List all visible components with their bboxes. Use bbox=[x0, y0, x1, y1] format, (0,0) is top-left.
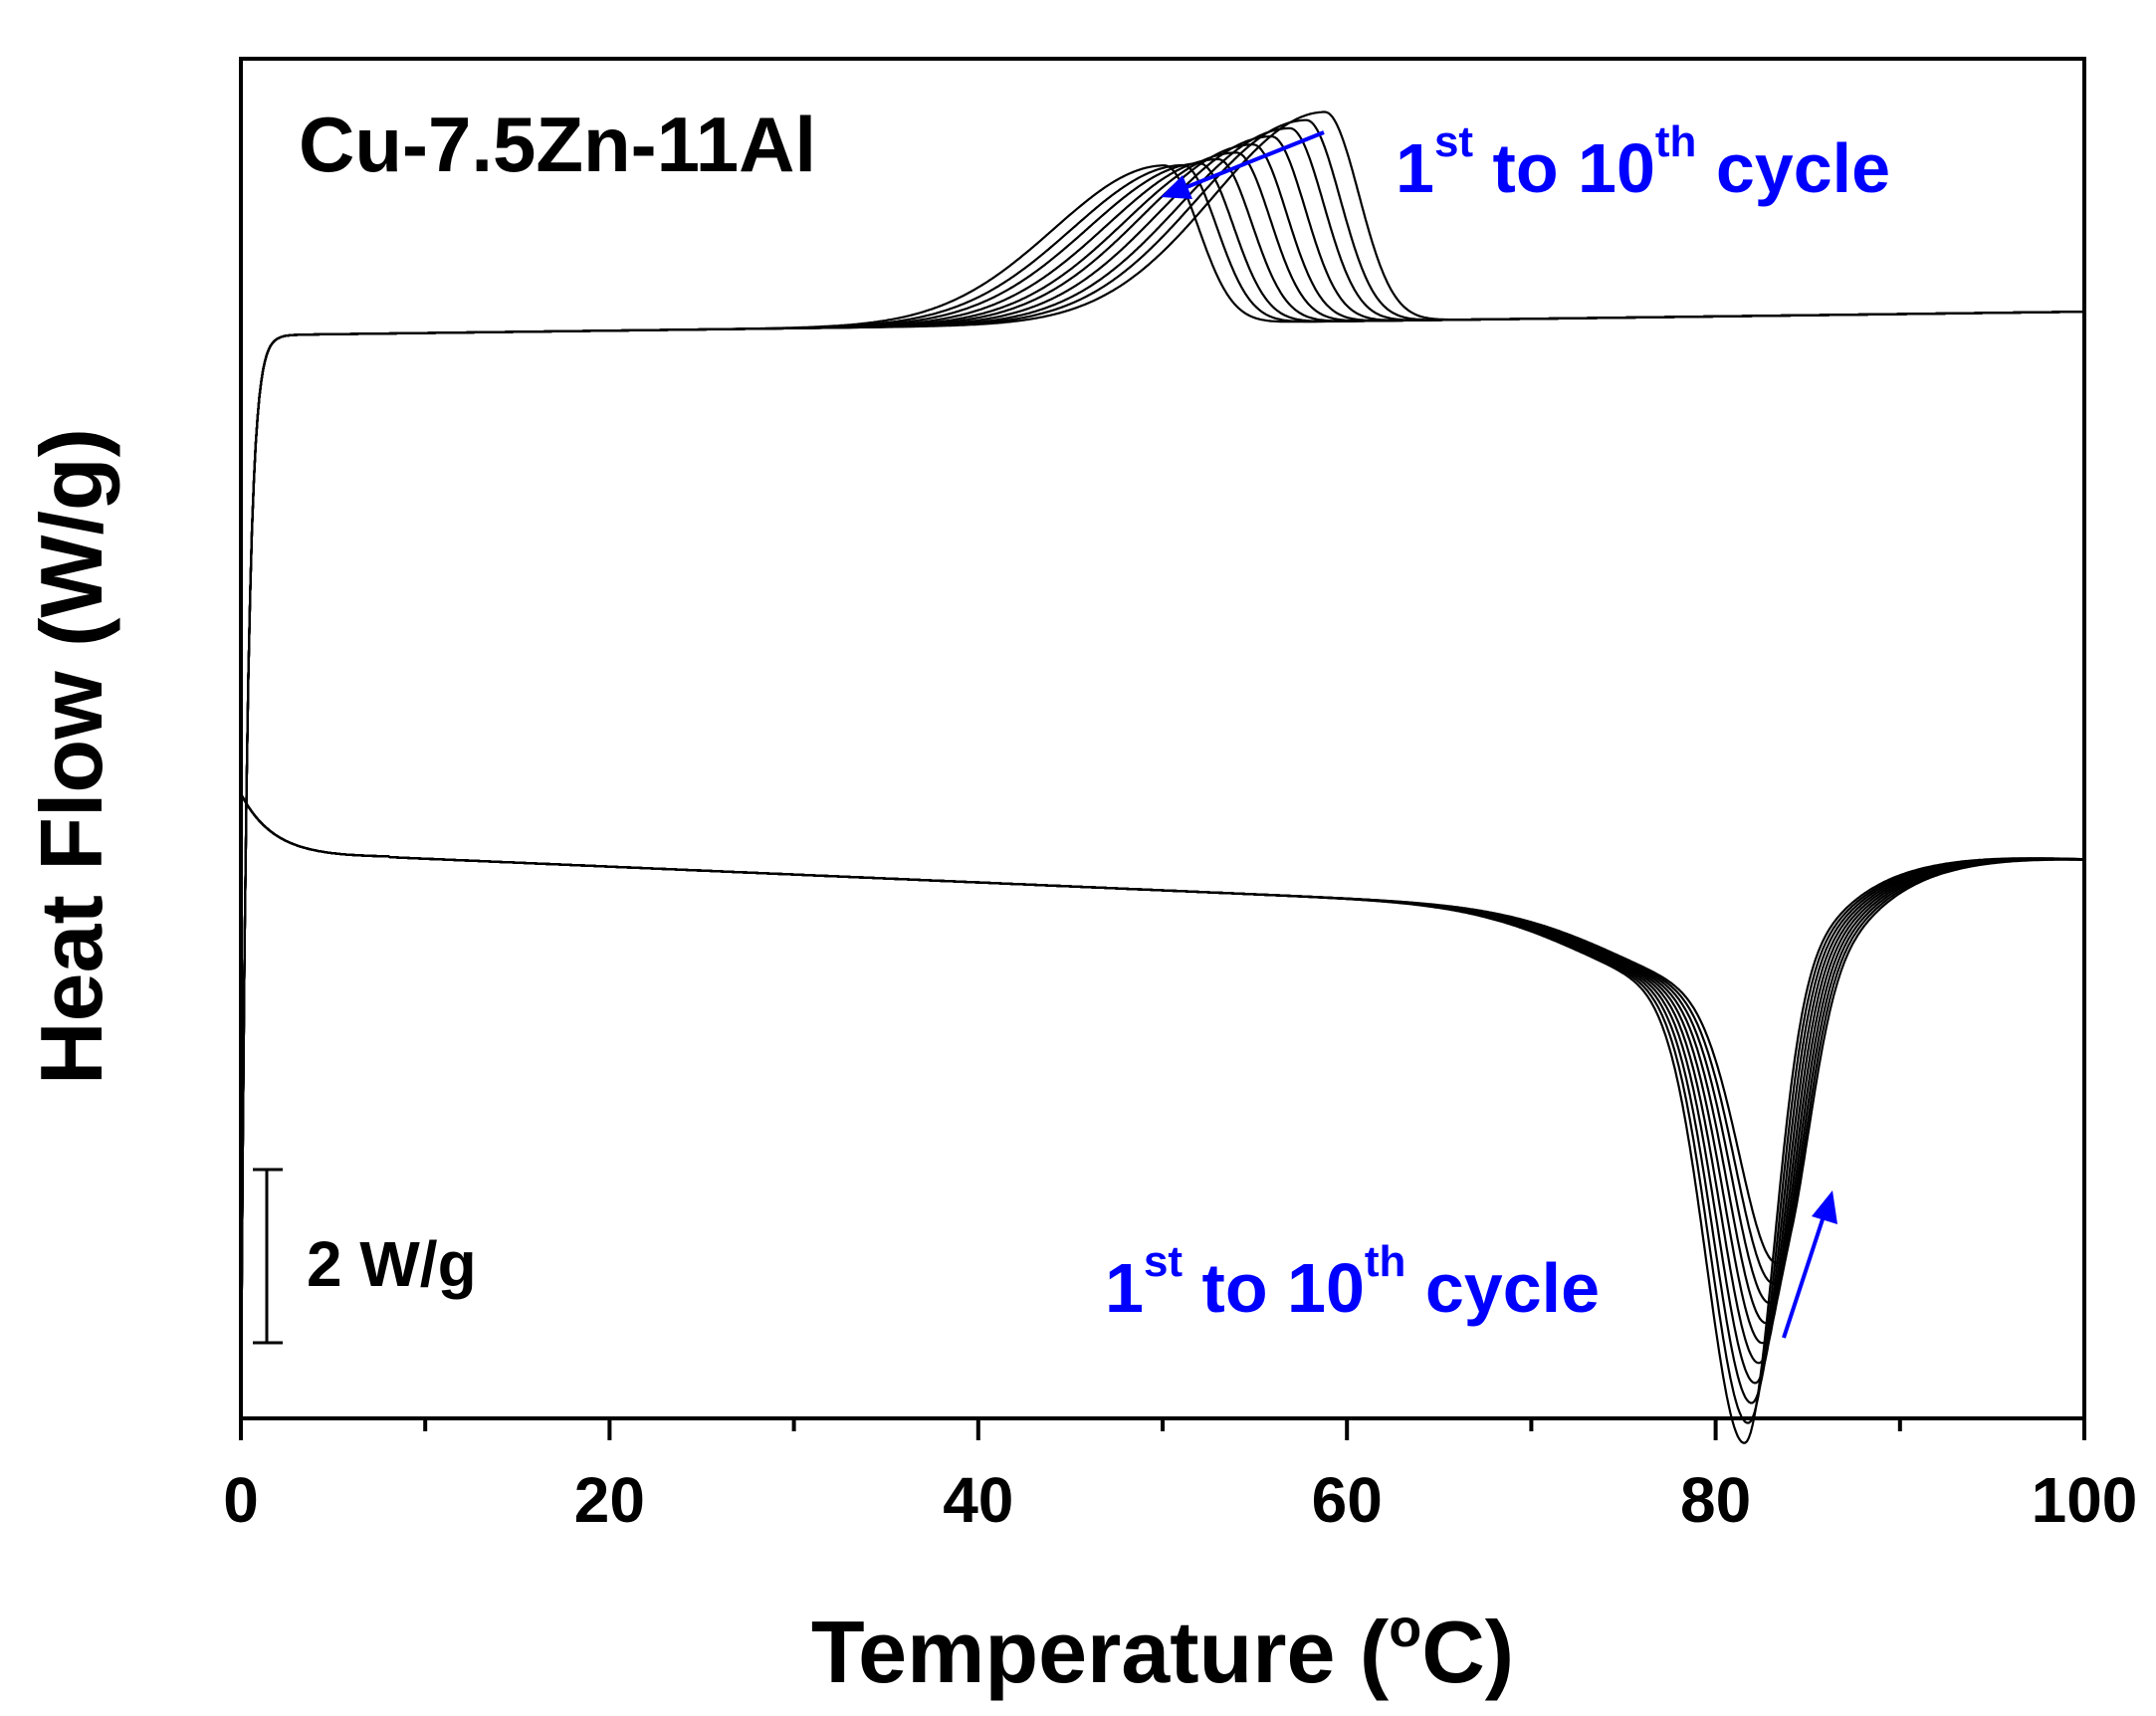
cooling-cycle-label: 1st to 10th cycle bbox=[1396, 117, 1890, 207]
x-tick-labels: 0 20 40 60 80 100 bbox=[223, 1464, 2137, 1536]
scale-bar bbox=[253, 1168, 283, 1345]
cooling-curve-cycle-5 bbox=[239, 143, 2085, 1419]
cooling-curve-cycle-9 bbox=[239, 163, 2085, 1419]
cooling-curve-cycle-6 bbox=[239, 151, 2085, 1419]
cooling-curve-cycle-3 bbox=[239, 126, 2085, 1419]
x-tick-label: 80 bbox=[1680, 1464, 1751, 1536]
cooling-curve-cycle-1 bbox=[239, 110, 2085, 1419]
cooling-label-sup2: th bbox=[1655, 117, 1697, 166]
cooling-curve-cycle-4 bbox=[239, 134, 2085, 1419]
cooling-curve-cycle-8 bbox=[239, 162, 2085, 1419]
cooling-curves bbox=[239, 110, 2085, 1419]
x-tick-label: 20 bbox=[574, 1464, 645, 1536]
heating-label-sup2: th bbox=[1365, 1237, 1406, 1286]
cooling-label-mid: to 10 bbox=[1473, 129, 1655, 207]
cooling-label-tail: cycle bbox=[1696, 129, 1890, 207]
heating-label-mid: to 10 bbox=[1183, 1249, 1365, 1327]
plot-frame bbox=[239, 57, 2086, 1420]
x-tick-label: 100 bbox=[2032, 1464, 2138, 1536]
heating-curve-cycle-3 bbox=[240, 793, 2085, 1404]
scale-bar-label: 2 W/g bbox=[307, 1228, 477, 1300]
chart-title: Cu-7.5Zn-11Al bbox=[299, 101, 816, 188]
x-axis-title-degree: o bbox=[1389, 1599, 1421, 1658]
heating-label-num: 1 bbox=[1105, 1249, 1144, 1327]
x-minor-ticks bbox=[423, 1418, 1902, 1431]
x-axis-title-main: Temperature ( bbox=[811, 1603, 1390, 1701]
x-major-ticks bbox=[239, 1418, 2086, 1440]
heating-cycle-label: 1st to 10th cycle bbox=[1105, 1237, 1600, 1327]
cooling-label-sup1: st bbox=[1434, 117, 1473, 166]
x-tick-label: 0 bbox=[223, 1464, 259, 1536]
x-axis-title-unit: C) bbox=[1421, 1603, 1514, 1701]
x-tick-label: 60 bbox=[1312, 1464, 1383, 1536]
x-tick-label: 40 bbox=[943, 1464, 1013, 1536]
heating-label-tail: cycle bbox=[1405, 1249, 1600, 1327]
cooling-label-num: 1 bbox=[1396, 129, 1434, 207]
x-axis-title: Temperature (oC) bbox=[811, 1599, 1514, 1701]
y-axis-title: Heat Flow (W/g) bbox=[22, 428, 120, 1085]
cooling-arrow bbox=[1161, 130, 1325, 199]
heating-curves bbox=[240, 793, 2085, 1444]
heating-curve-cycle-10 bbox=[240, 793, 2084, 1265]
heating-arrow bbox=[1782, 1190, 1837, 1339]
cooling-curve-cycle-7 bbox=[239, 157, 2085, 1419]
heating-label-sup1: st bbox=[1144, 1237, 1183, 1286]
cooling-curve-cycle-10 bbox=[239, 164, 2085, 1419]
